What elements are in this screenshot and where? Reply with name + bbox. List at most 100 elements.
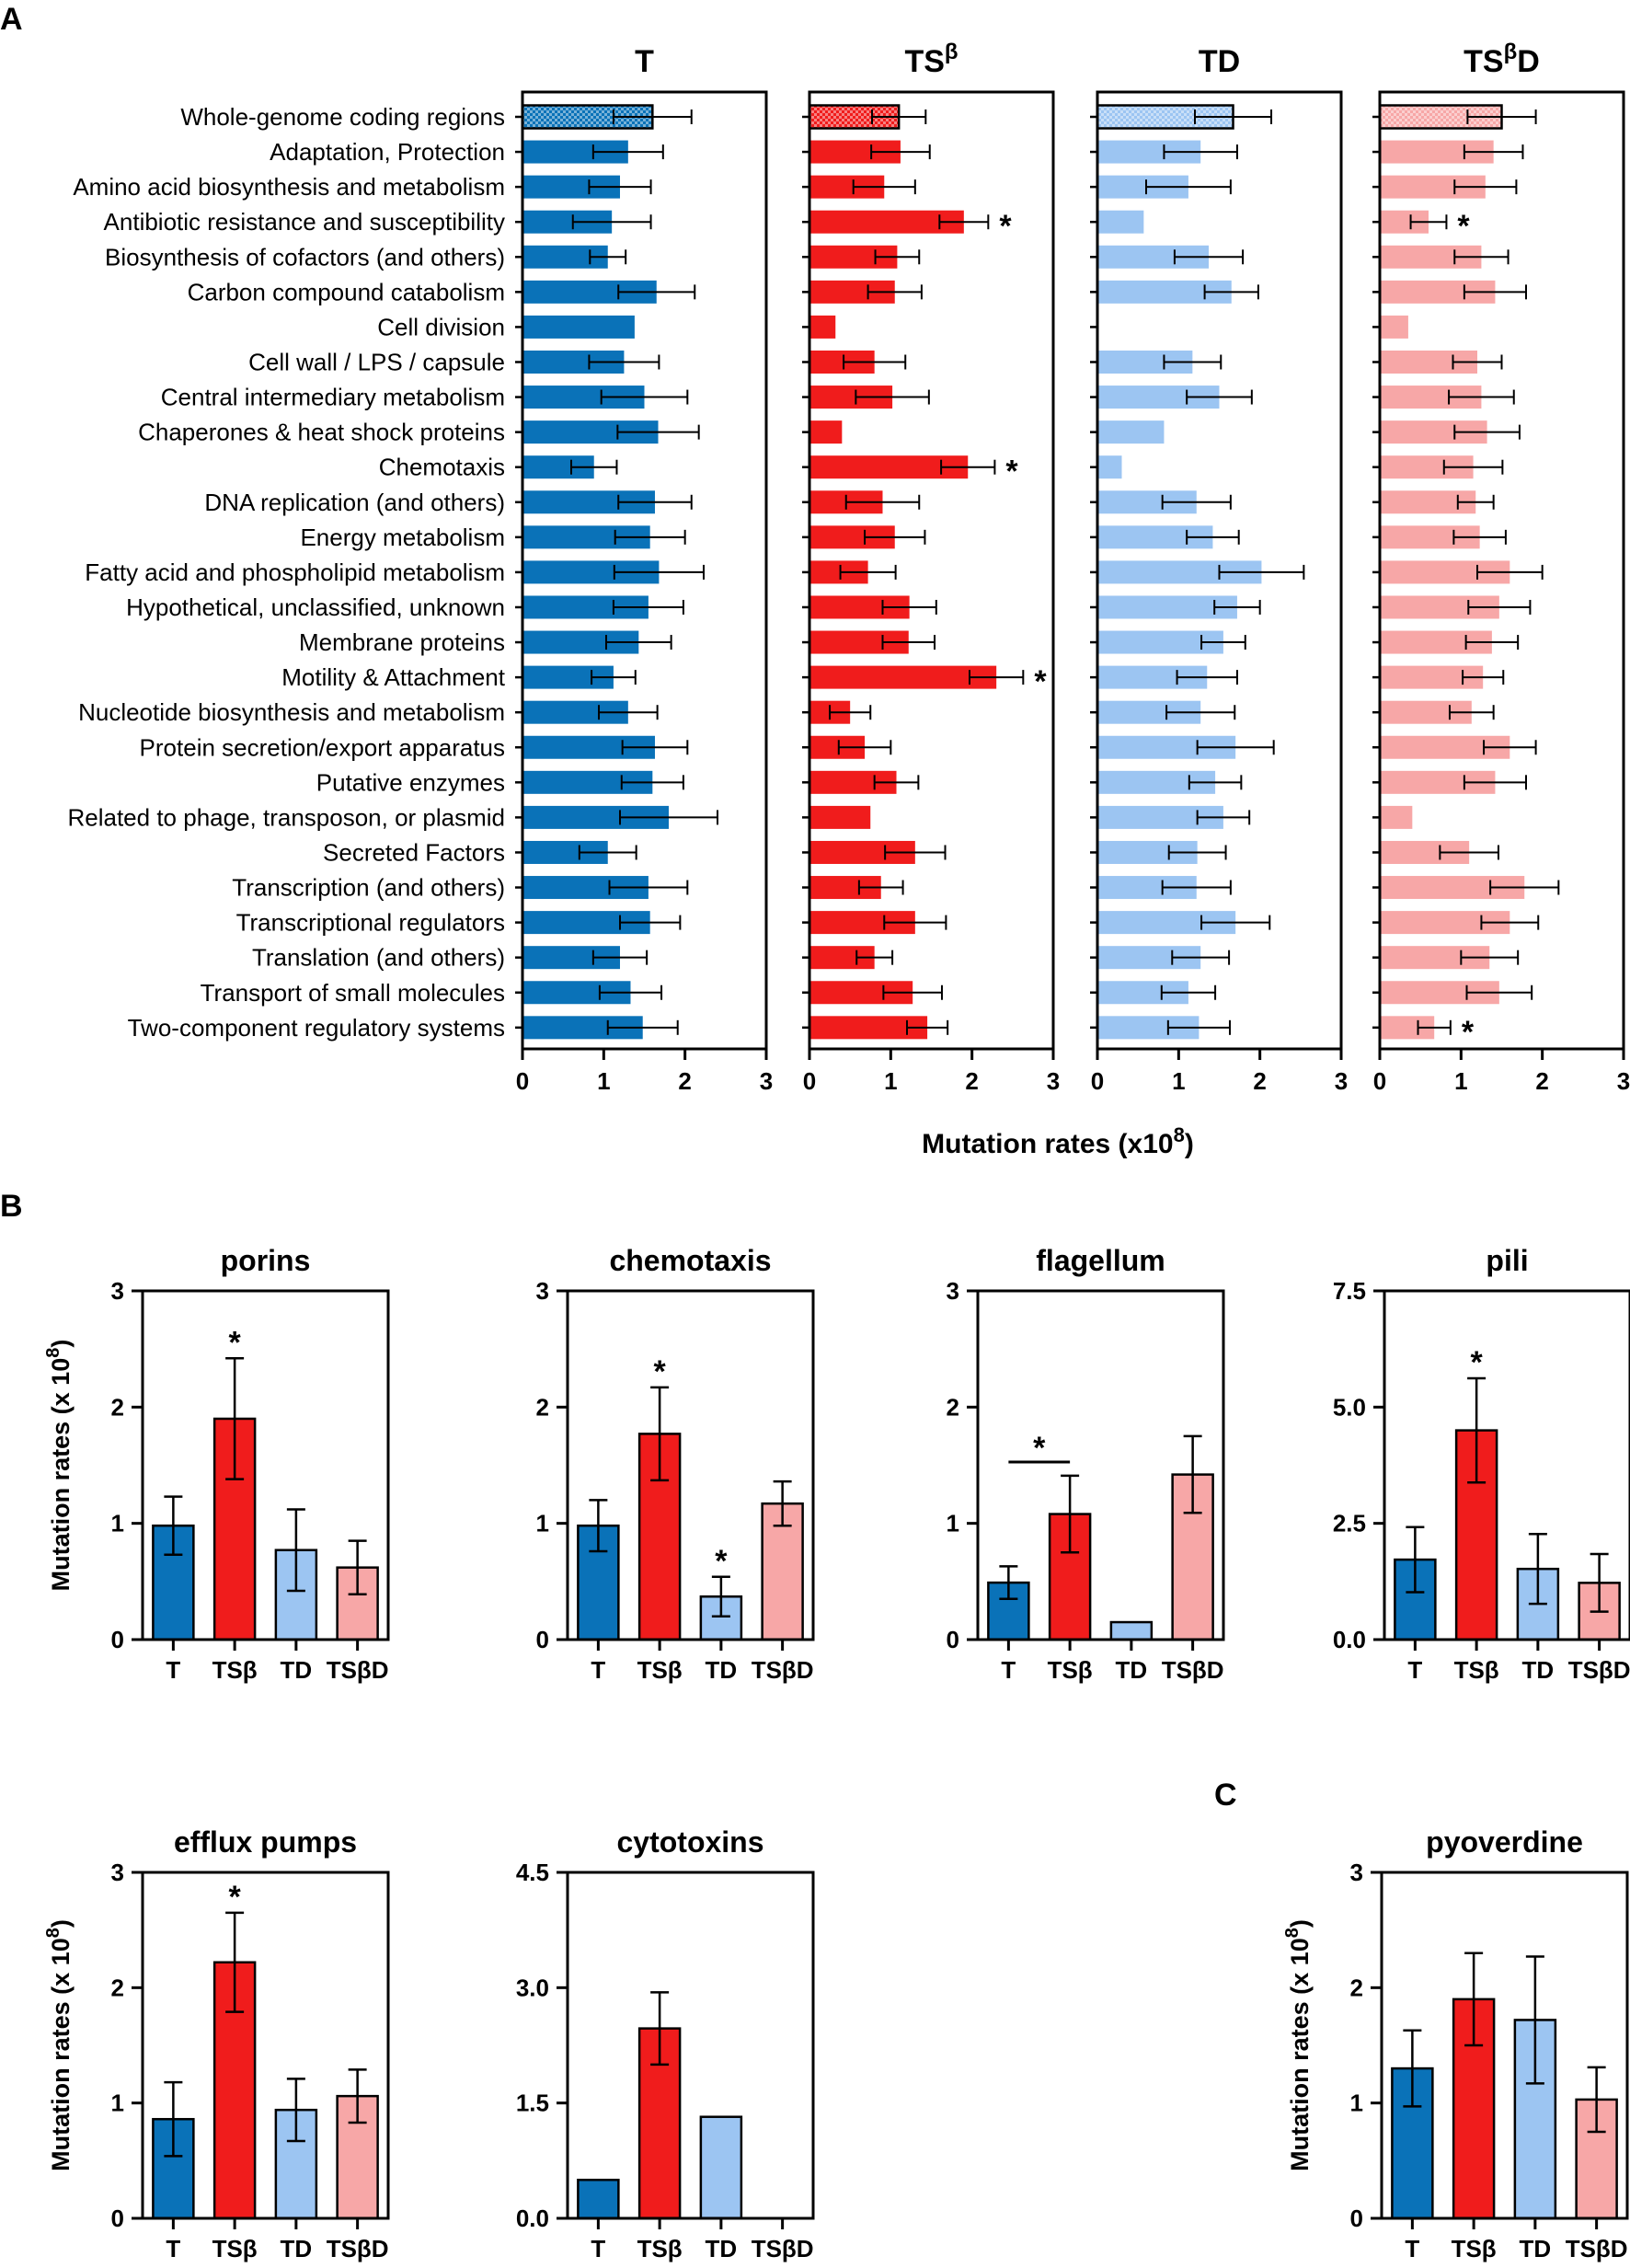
xlabel-end: ) — [1185, 1129, 1194, 1159]
bar — [1380, 805, 1413, 829]
category-label: Protein secretion/export apparatus — [140, 733, 505, 761]
plot-frame — [1383, 1289, 1630, 1641]
category-label: Transcription (and others) — [232, 874, 505, 902]
x-tick-label: T — [1407, 1656, 1422, 1684]
subplot-title: chemotaxis — [609, 1244, 771, 1277]
ylabel-sup: 8 — [43, 1348, 63, 1358]
x-tick-label: 1 — [1172, 1067, 1185, 1095]
subplot-title: pili — [1486, 1244, 1528, 1277]
x-tick-label: TSβD — [327, 1656, 389, 1684]
x-tick-label: TD — [706, 1656, 738, 1684]
title-main: T — [635, 44, 654, 79]
plot-frame — [976, 1289, 1225, 1641]
y-tick-label: 1 — [536, 1510, 549, 1537]
y-tick-label: 1 — [947, 1510, 959, 1537]
x-tick-label: TSβ — [1454, 1656, 1499, 1684]
subplot-title: TSβD — [1464, 40, 1540, 79]
x-tick-label: 0 — [516, 1067, 529, 1095]
y-tick-label: 2 — [536, 1393, 549, 1421]
x-tick-label: TSβD — [752, 2235, 814, 2262]
significance-star: * — [715, 1544, 728, 1579]
x-tick-label: TD — [281, 1656, 313, 1684]
x-tick-label: TD — [706, 2235, 738, 2262]
title-main: TS — [904, 44, 944, 79]
title-sup: β — [1504, 40, 1518, 64]
significance-star: * — [654, 1354, 667, 1389]
y-tick-label: 4.5 — [516, 1859, 549, 1886]
y-tick-label: 7.5 — [1333, 1277, 1366, 1305]
panel-label-c: C — [1214, 1778, 1237, 1813]
category-label: Translation (and others) — [252, 944, 505, 972]
x-tick-label: TSβD — [1568, 1656, 1630, 1684]
x-tick-label: TSβD — [1162, 1656, 1224, 1684]
category-label: Transcriptional regulators — [236, 909, 505, 937]
significance-star: * — [1034, 664, 1047, 699]
plot-frame — [566, 1871, 815, 2220]
significance-star: * — [1471, 1345, 1484, 1380]
subplot-title: efflux pumps — [174, 1825, 357, 1859]
x-tick-label: 3 — [1335, 1067, 1348, 1095]
y-tick-label: 1 — [111, 1510, 124, 1537]
category-label: Central intermediary metabolism — [161, 384, 505, 411]
subplot-pyoverdine: pyoverdine 0 1 2 3 T TSβ TD TSβD Mutation rates (… — [1282, 1825, 1629, 2262]
subplot-chemotaxis: chemotaxis * * 0 1 2 3 T TSβ TD TSβD — [536, 1244, 815, 1684]
x-tick-label: TSβ — [1048, 1656, 1093, 1684]
category-label: Two-component regulatory systems — [128, 1014, 505, 1042]
y-tick-label: 1.5 — [516, 2090, 549, 2117]
x-tick-label: 0 — [1373, 1067, 1386, 1095]
plot-frame — [1096, 90, 1343, 1051]
title-main: TD — [1199, 44, 1240, 79]
x-tick-label: T — [591, 1656, 605, 1684]
x-tick-label: T — [591, 2235, 605, 2262]
x-tick-label: T — [1405, 2235, 1419, 2262]
x-tick-label: TSβD — [1566, 2235, 1628, 2262]
plot-frame — [1378, 90, 1625, 1051]
bar — [522, 315, 635, 339]
panels-b-c: porins * 0 1 2 3 T TSβ TD TSβD Mutation rates (x 1… — [43, 1244, 1630, 2262]
significance-star: * — [1033, 1431, 1046, 1466]
category-label: Carbon compound catabolism — [188, 278, 505, 305]
x-tick-label: TSβD — [752, 1656, 814, 1684]
y-tick-label: 2 — [111, 1974, 124, 2001]
subplot-title: pyoverdine — [1426, 1825, 1583, 1859]
subplot-porins: porins * 0 1 2 3 T TSβ TD TSβD Mutation rates (x 1… — [43, 1244, 390, 1684]
plot-frame — [1380, 1871, 1629, 2220]
x-tick-label: 1 — [1454, 1067, 1467, 1095]
category-label: Chaperones & heat shock proteins — [138, 419, 505, 446]
bar — [1097, 455, 1122, 479]
x-tick-label: 3 — [760, 1067, 773, 1095]
y-tick-label: 3 — [111, 1859, 124, 1886]
bar — [809, 315, 836, 339]
y-tick-label: 2.5 — [1333, 1510, 1366, 1537]
xlabel-sup: 8 — [1174, 1123, 1185, 1146]
y-tick-label: 0 — [1350, 2205, 1363, 2232]
category-label: Amino acid biosynthesis and metabolism — [73, 173, 505, 201]
x-tick-label: 0 — [1091, 1067, 1104, 1095]
significance-star: * — [1457, 209, 1470, 244]
panel-label-a: A — [0, 2, 23, 37]
y-tick-label: 0 — [947, 1626, 959, 1653]
y-tick-label: 0 — [111, 2205, 124, 2232]
x-tick-label: TSβ — [1452, 2235, 1497, 2262]
ylabel-sup: 8 — [1282, 1928, 1303, 1938]
ylabel-end: ) — [47, 1340, 75, 1348]
plot-frame — [141, 1289, 390, 1641]
bar — [809, 210, 964, 234]
subplot-pili: pili * 0.0 2.5 5.0 7.5 T TSβ TD TSβD — [1333, 1244, 1630, 1684]
y-axis-label: Mutation rates (x 108) — [43, 1340, 75, 1592]
y-tick-label: 0.0 — [1333, 1626, 1366, 1653]
significance-star: * — [999, 209, 1012, 244]
ylabel-main: Mutation rates (x 10 — [47, 1938, 75, 2171]
category-label: Cell wall / LPS / capsule — [248, 348, 505, 375]
title-sup: β — [945, 40, 958, 64]
y-axis-label: Mutation rates (x 108) — [43, 1919, 75, 2171]
y-tick-label: 5.0 — [1333, 1393, 1366, 1421]
subplot-t: T 0 1 2 3 — [515, 44, 773, 1095]
y-tick-label: 1 — [111, 2090, 124, 2117]
subplot-title: TSβ — [904, 40, 958, 79]
category-label: Putative enzymes — [316, 768, 505, 796]
significance-star: * — [1005, 455, 1018, 489]
xlabel-main: Mutation rates (x10 — [922, 1129, 1173, 1159]
bar — [1109, 1620, 1154, 1641]
